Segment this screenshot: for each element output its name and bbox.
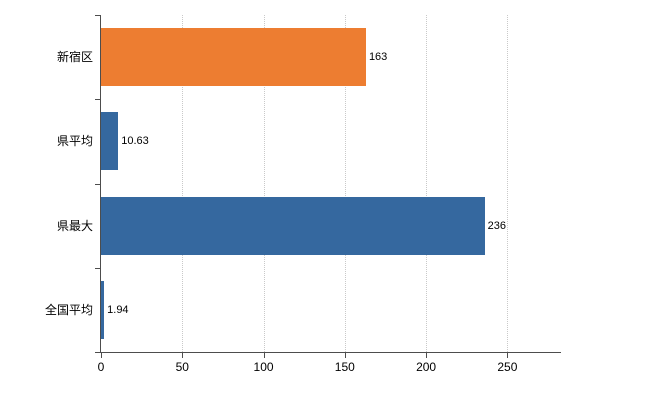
x-axis-tick-label: 0 xyxy=(97,360,105,374)
gridline xyxy=(426,15,428,352)
x-axis-tick xyxy=(507,353,509,358)
y-axis-tick xyxy=(95,183,100,185)
bar xyxy=(101,28,366,87)
y-axis-tick xyxy=(95,99,100,101)
x-axis-tick-label: 50 xyxy=(175,360,189,374)
gridline xyxy=(507,15,509,352)
category-label: 県平均 xyxy=(56,134,93,149)
bar xyxy=(101,112,119,171)
category-label: 新宿区 xyxy=(56,50,93,65)
x-axis-tick xyxy=(263,353,265,358)
x-axis-tick xyxy=(101,353,102,358)
bar-value-label: 10.63 xyxy=(121,135,149,148)
x-axis-tick-label: 200 xyxy=(416,360,437,374)
bar-value-label: 236 xyxy=(487,219,506,232)
bar xyxy=(101,196,485,255)
x-axis-tick xyxy=(344,353,346,358)
y-axis-tick xyxy=(95,15,100,16)
x-axis-tick xyxy=(426,353,428,358)
category-label: 全国平均 xyxy=(44,302,93,317)
y-axis-tick xyxy=(95,352,100,353)
gridline xyxy=(182,15,184,352)
gridline xyxy=(344,15,346,352)
gridline xyxy=(263,15,265,352)
bar xyxy=(101,280,105,339)
plot-area: 0 50 100 150 200 250 163 新宿区 10.63 県平均 236 県最大 1.94 全… xyxy=(45,15,561,374)
bar-value-label: 1.94 xyxy=(107,303,129,316)
bar-value-label: 163 xyxy=(368,51,388,64)
x-axis-tick xyxy=(182,353,184,358)
x-axis-tick-label: 250 xyxy=(497,360,518,374)
y-axis-tick xyxy=(95,267,100,269)
category-label: 県最大 xyxy=(56,218,93,233)
x-axis-tick-label: 100 xyxy=(253,360,274,374)
x-axis-tick-label: 150 xyxy=(334,360,355,374)
